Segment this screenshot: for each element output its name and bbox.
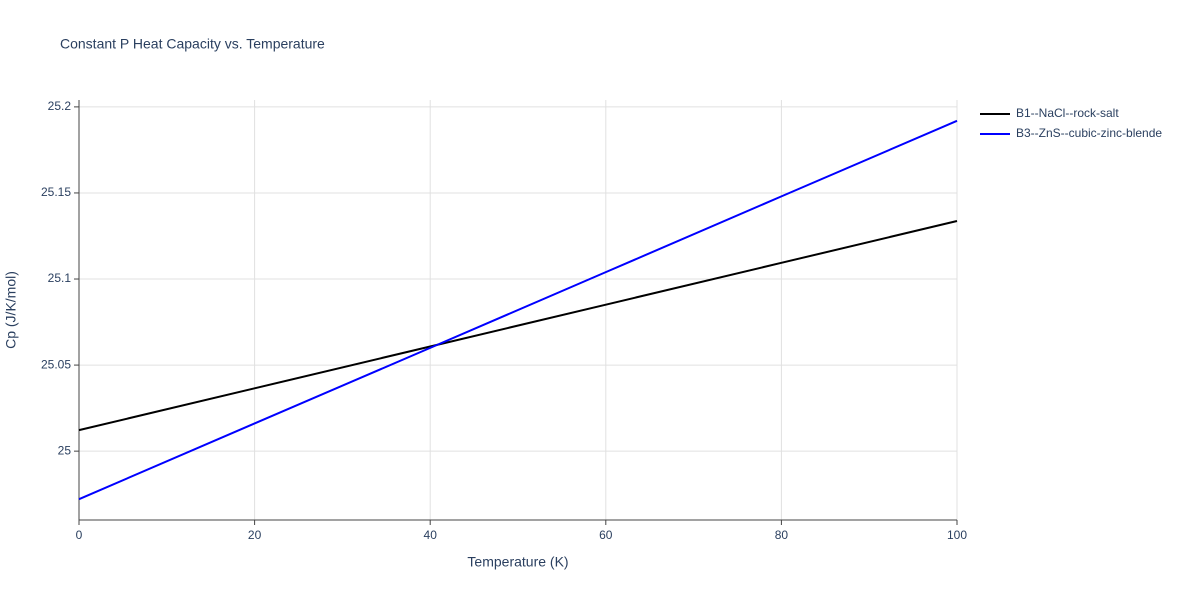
y-tick-label: 25 (58, 443, 72, 457)
legend-label: B3--ZnS--cubic-zinc-blende (1016, 126, 1162, 140)
y-axis-label: Cp (J/K/mol) (3, 271, 19, 349)
x-tick-label: 80 (775, 528, 789, 542)
x-tick-label: 20 (248, 528, 262, 542)
line-series (78, 119, 958, 501)
x-tick-label: 0 (76, 528, 83, 542)
x-axis-label: Temperature (K) (467, 554, 568, 570)
y-tick-label: 25.2 (48, 99, 72, 113)
x-tick-label: 60 (599, 528, 613, 542)
x-tick-label: 100 (947, 528, 967, 542)
x-tick-label: 40 (424, 528, 438, 542)
y-tick-label: 25.05 (41, 357, 71, 371)
chart-title: Constant P Heat Capacity vs. Temperature (60, 36, 325, 52)
y-tick-label: 25.1 (48, 271, 72, 285)
y-tick-label: 25.15 (41, 185, 71, 199)
legend-label: B1--NaCl--rock-salt (1016, 106, 1119, 120)
line-series (78, 220, 958, 432)
